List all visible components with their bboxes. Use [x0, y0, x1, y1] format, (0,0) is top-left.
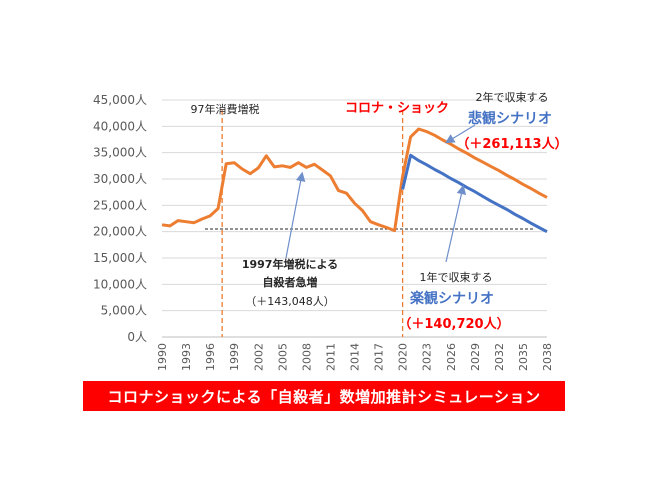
x-tick-label: 2008 — [300, 343, 313, 371]
x-tick-label: 2020 — [397, 343, 410, 371]
annotation-pessimistic-title: 悲観シナリオ — [468, 110, 552, 127]
x-tick-label: 1993 — [180, 343, 193, 371]
reference-lines — [205, 110, 535, 337]
y-tick-label: 25,000人 — [93, 198, 147, 212]
x-tick-label: 2017 — [373, 343, 386, 371]
y-tick-label: 45,000人 — [93, 93, 147, 107]
annotation-tax-1997: 97年消費増税 — [191, 102, 260, 116]
annotation-optimistic-value: （＋140,720人） — [398, 316, 509, 332]
x-tick-label: 2026 — [445, 343, 458, 371]
y-tick-label: 10,000人 — [93, 277, 147, 291]
x-tick-label: 2011 — [324, 343, 337, 371]
x-tick-label: 2038 — [541, 343, 554, 371]
y-tick-label: 5,000人 — [101, 304, 147, 318]
pessimistic-arrow — [444, 124, 476, 144]
annotation-corona: コロナ・ショック — [345, 101, 449, 116]
y-tick-label: 20,000人 — [93, 225, 147, 239]
annotation-optimistic-title: 楽観シナリオ — [409, 290, 494, 307]
x-axis: 1990 1993 1996 1999 2002 2005 2008 2011 2014 2017… — [156, 343, 554, 371]
x-tick-label: 1996 — [204, 343, 217, 371]
y-tick-label: 15,000人 — [93, 251, 147, 265]
x-tick-label: 2035 — [517, 343, 530, 371]
x-tick-label: 2029 — [469, 343, 482, 371]
annotation-pessimistic-note: 2年で収束する — [476, 90, 549, 104]
annotation-pessimistic-value: （＋261,113人） — [456, 136, 567, 152]
y-tick-label: 35,000人 — [93, 146, 147, 160]
x-tick-label: 2002 — [252, 343, 265, 371]
annotation-tax-effect-line2: 自殺者急増 — [263, 275, 318, 289]
x-tick-label: 1999 — [228, 343, 241, 371]
series-line-orange — [161, 127, 548, 233]
gridlines — [162, 99, 547, 338]
annotation-tax-effect-line1: 1997年増税による — [242, 257, 338, 271]
series-line-blue — [401, 153, 548, 234]
x-tick-label: 2032 — [493, 343, 506, 371]
y-tick-label: 30,000人 — [93, 172, 147, 186]
annotation-tax-effect-line3: （＋143,048人） — [245, 295, 335, 308]
series — [161, 127, 548, 234]
x-tick-label: 2023 — [421, 343, 434, 371]
annotation-optimistic-note: 1年で収束する — [420, 270, 493, 284]
optimistic-arrow — [445, 184, 467, 263]
y-tick-label: 0人 — [127, 330, 147, 344]
x-tick-label: 1990 — [156, 343, 169, 371]
x-tick-label: 2005 — [276, 343, 289, 371]
title-banner: コロナショックによる「自殺者」数増加推計シミュレーション — [83, 381, 565, 411]
y-axis: 0人 5,000人 10,000人 15,000人 20,000人 25,000人 30,0… — [93, 93, 147, 344]
y-tick-label: 40,000人 — [93, 119, 147, 133]
tax-effect-arrow — [285, 171, 306, 259]
x-tick-label: 2014 — [349, 343, 362, 371]
